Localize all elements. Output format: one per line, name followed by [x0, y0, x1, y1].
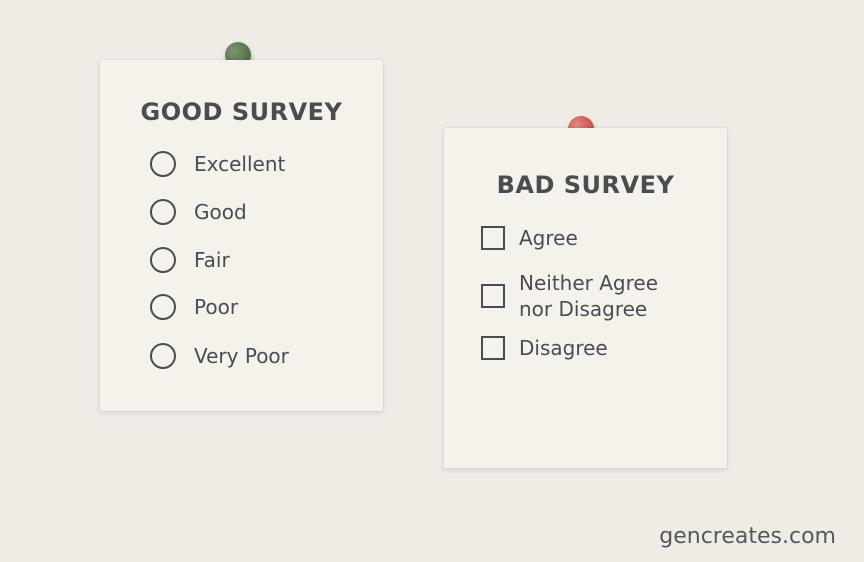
- radio-icon[interactable]: [150, 294, 176, 320]
- good-option-excellent[interactable]: Excellent: [150, 151, 285, 177]
- good-option-good[interactable]: Good: [150, 199, 247, 225]
- option-label: Neither Agree nor Disagree: [519, 270, 658, 322]
- option-label: Fair: [194, 248, 230, 272]
- option-label: Poor: [194, 295, 239, 319]
- good-option-very-poor[interactable]: Very Poor: [150, 343, 289, 369]
- good-survey-note: GOOD SURVEY Excellent Good Fair Poor Ver…: [100, 60, 383, 411]
- bad-option-neither[interactable]: Neither Agree nor Disagree: [481, 270, 658, 322]
- option-label: Disagree: [519, 336, 608, 360]
- option-label: Good: [194, 200, 247, 224]
- bad-survey-title: BAD SURVEY: [496, 171, 675, 199]
- watermark: gencreates.com: [659, 524, 836, 549]
- bad-option-agree[interactable]: Agree: [481, 226, 578, 250]
- bad-survey-note: BAD SURVEY Agree Neither Agree nor Disag…: [444, 128, 727, 468]
- option-label: Excellent: [194, 152, 286, 176]
- option-label: Agree: [519, 226, 578, 250]
- checkbox-icon[interactable]: [481, 226, 505, 250]
- radio-icon[interactable]: [150, 247, 176, 273]
- radio-icon[interactable]: [150, 199, 176, 225]
- good-survey-title: GOOD SURVEY: [140, 98, 343, 126]
- good-option-poor[interactable]: Poor: [150, 294, 238, 320]
- bad-option-disagree[interactable]: Disagree: [481, 336, 608, 360]
- good-option-fair[interactable]: Fair: [150, 247, 230, 273]
- option-label-line-2: nor Disagree: [519, 297, 648, 321]
- checkbox-icon[interactable]: [481, 336, 505, 360]
- checkbox-icon[interactable]: [481, 284, 505, 308]
- option-label-line-1: Neither Agree: [519, 271, 658, 295]
- radio-icon[interactable]: [150, 343, 176, 369]
- option-label: Very Poor: [194, 344, 289, 368]
- radio-icon[interactable]: [150, 151, 176, 177]
